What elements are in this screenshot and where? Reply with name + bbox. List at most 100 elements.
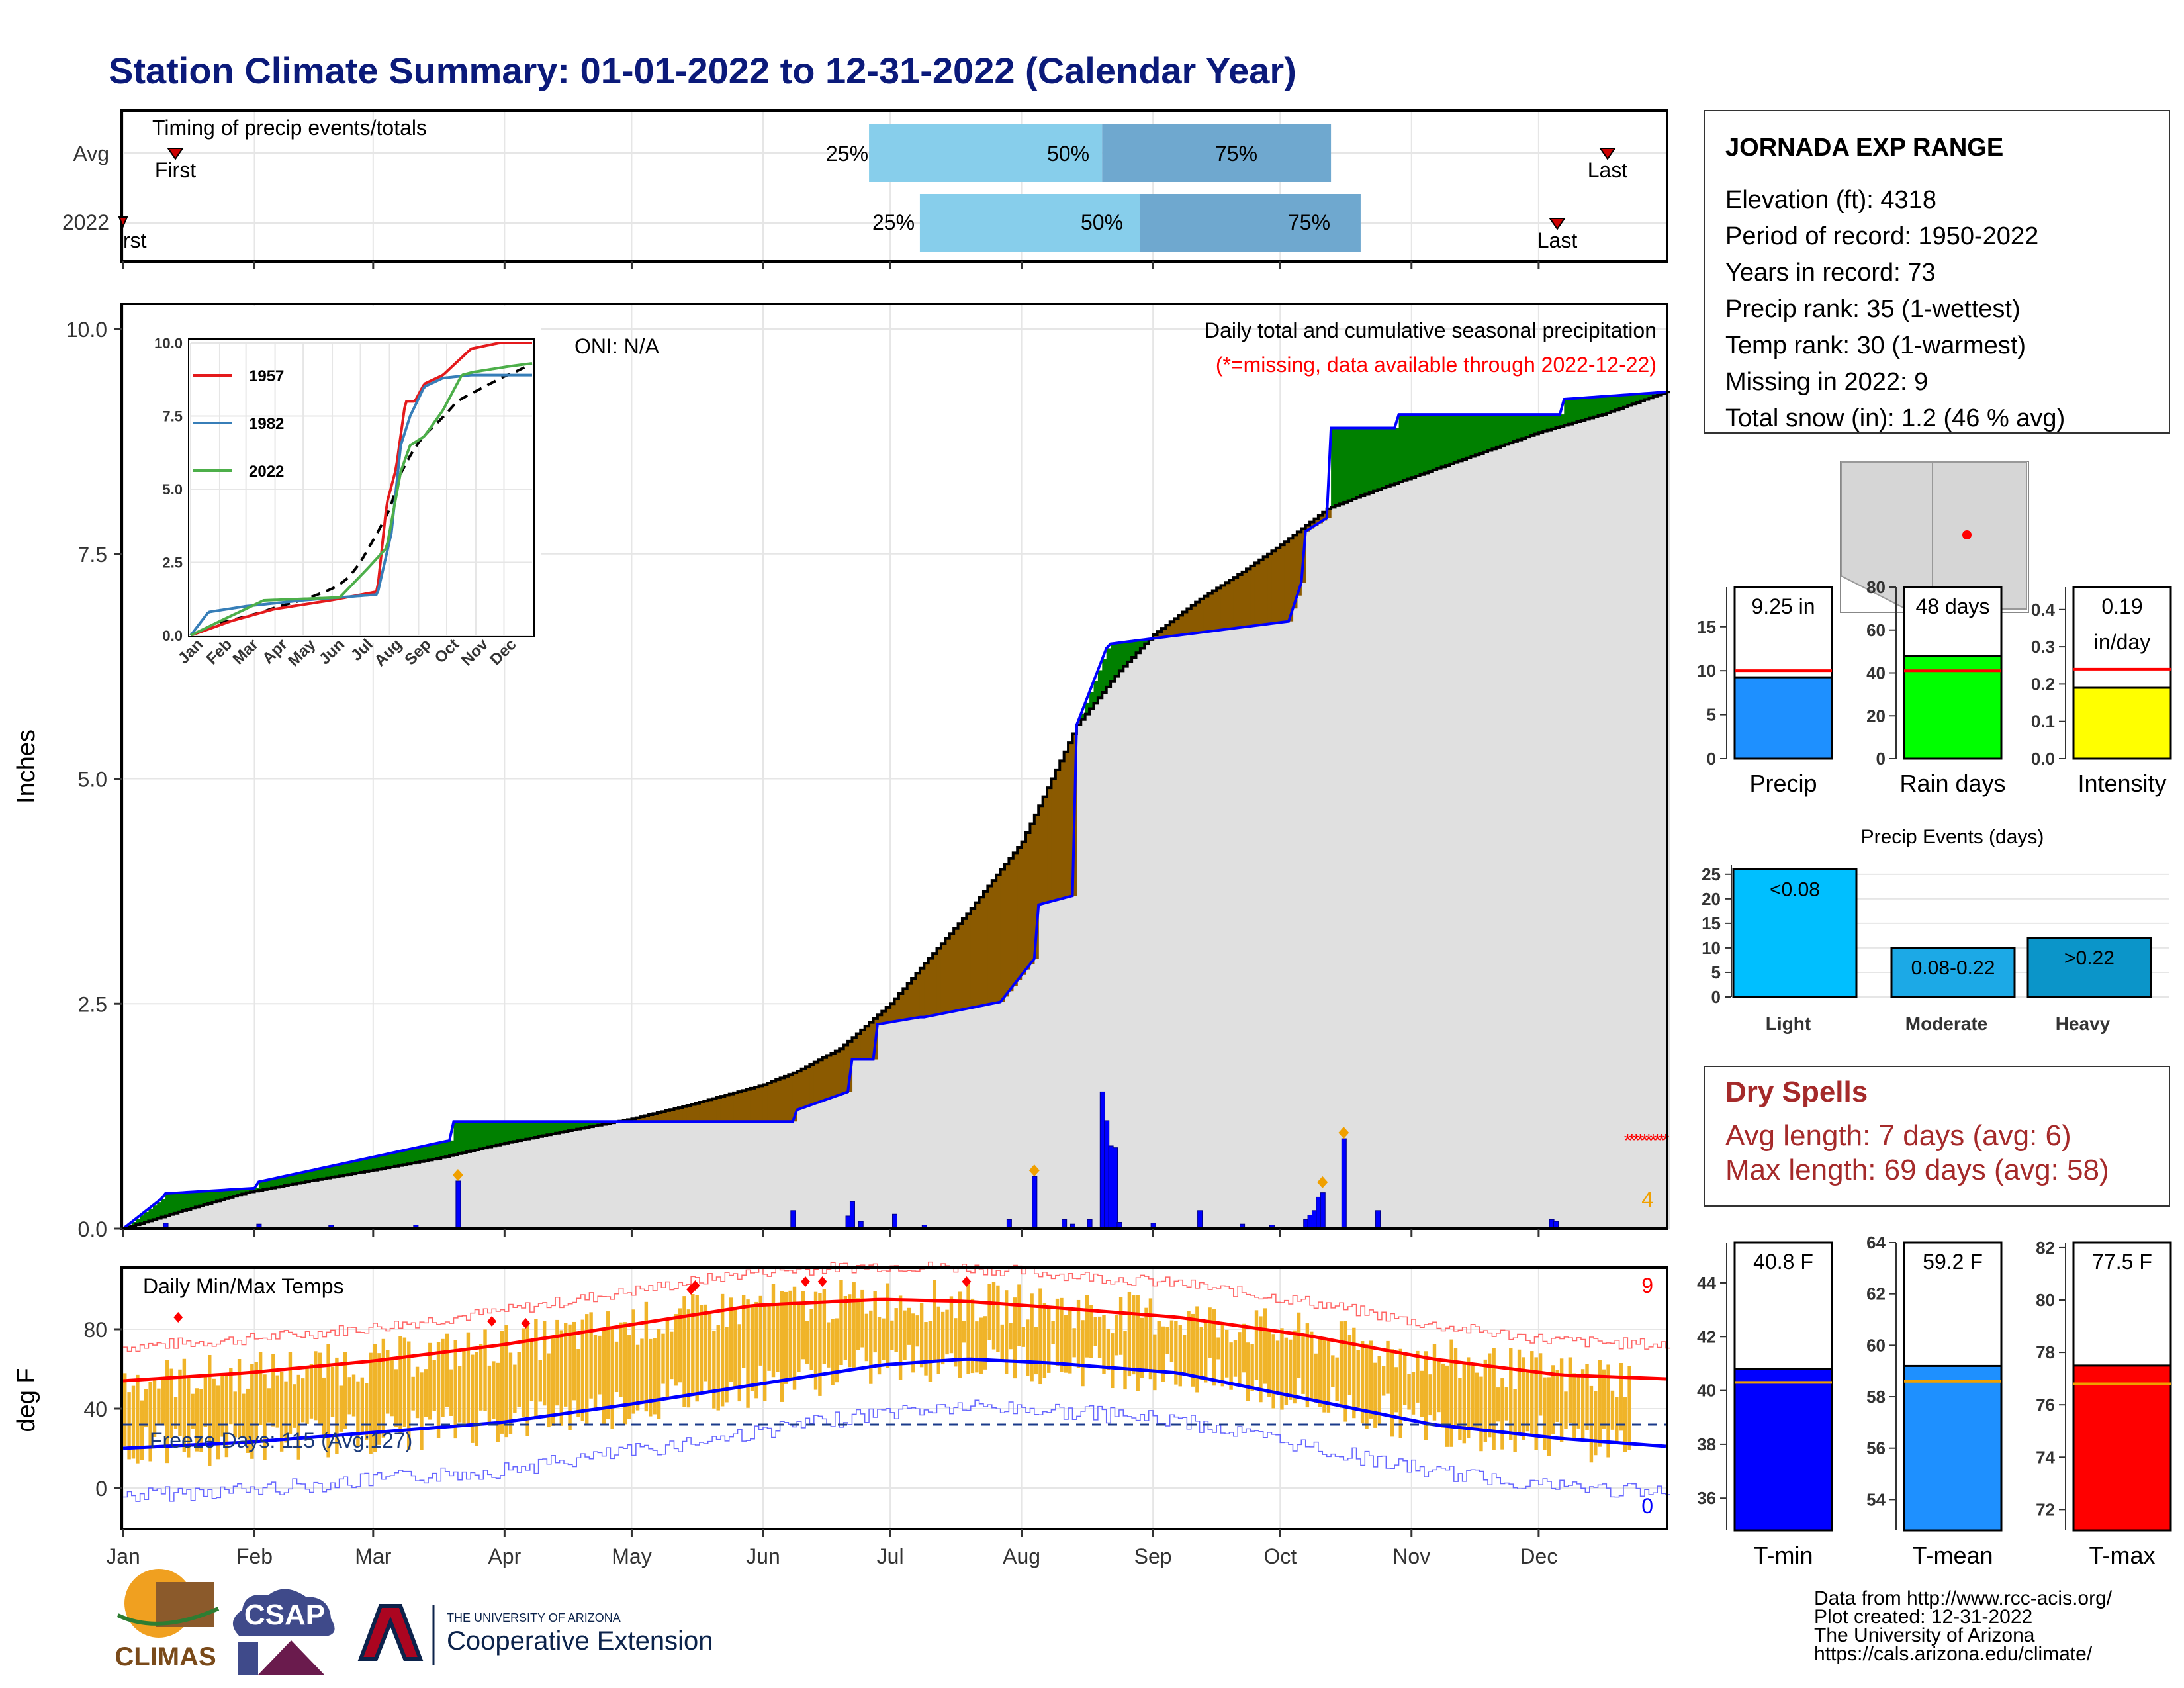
precip-diff-day	[682, 1106, 688, 1122]
daily-temp-bar	[780, 1291, 784, 1402]
tbar-tmean-tick-label: 62	[1866, 1284, 1886, 1304]
precip-diff-day	[827, 1055, 832, 1100]
daily-temp-bar	[152, 1380, 157, 1437]
first-2022-label: rst	[123, 228, 147, 252]
daily-temp-bar	[1301, 1334, 1305, 1394]
daily-temp-bar	[936, 1306, 940, 1374]
precip-diff-day	[1165, 625, 1171, 637]
daily-temp-bar	[1580, 1369, 1585, 1439]
precip-diff-day	[1289, 538, 1294, 622]
precip-diff-day	[1097, 670, 1103, 698]
precip-diff-day	[1352, 428, 1357, 499]
precip-diff-day	[436, 1143, 441, 1158]
precip-diff-day	[300, 1172, 306, 1183]
precip-ytick-label: 5.0	[78, 768, 107, 792]
tbar-tmin-value-text: 40.8 F	[1753, 1250, 1813, 1274]
mini-precip-tick-label: 5	[1707, 705, 1716, 725]
daily-temp-bar	[864, 1313, 869, 1362]
temp-ytick-label: 0	[95, 1477, 107, 1501]
events-bar-label: <0.08	[1770, 878, 1820, 900]
precip-diff-day	[157, 1202, 162, 1219]
daily-temp-bar	[559, 1330, 563, 1426]
precip-diff-day	[402, 1150, 408, 1165]
precip-diff-day	[178, 1192, 183, 1212]
daily-temp-bar	[623, 1322, 627, 1425]
daily-temp-bar	[886, 1283, 890, 1368]
daily-temp-bar	[1530, 1351, 1534, 1435]
precip-diff-day	[1525, 414, 1531, 438]
daily-temp-bar	[996, 1285, 1000, 1352]
month-label-nov: Nov	[1392, 1544, 1430, 1568]
daily-temp-bar	[1187, 1311, 1191, 1375]
precip-diff-day	[534, 1121, 539, 1138]
precip-diff-day	[1360, 428, 1365, 496]
precip-diff-day	[784, 1076, 790, 1122]
precip-diff-day	[1026, 833, 1031, 970]
precip-diff-day	[771, 1081, 776, 1122]
dry-spells-title: Dry Spells	[1725, 1076, 1868, 1108]
daily-temp-bar	[1559, 1358, 1564, 1442]
month-label-may: May	[612, 1544, 651, 1568]
precip-diff-day	[1365, 428, 1370, 494]
daily-temp-bar	[492, 1361, 496, 1419]
precip-diff-day	[754, 1087, 760, 1122]
tbar-tmax-tick-label: 76	[2036, 1395, 2055, 1415]
daily-temp-bar	[1504, 1387, 1509, 1421]
daily-temp-bar	[1136, 1295, 1140, 1391]
precip-diff-day	[542, 1121, 547, 1136]
daily-temp-bar	[1551, 1365, 1555, 1434]
precip-diff-day	[869, 1022, 874, 1060]
precip-diff-day	[839, 1049, 844, 1095]
precip-diff-day	[1479, 414, 1484, 453]
daily-temp-bar	[966, 1281, 970, 1374]
daily-temp-bar	[351, 1374, 356, 1417]
precip-diff-day	[1602, 396, 1607, 415]
daily-temp-bar	[347, 1377, 351, 1415]
daily-temp-bar	[508, 1352, 513, 1434]
precip-diff-day	[445, 1141, 450, 1157]
daily-temp-bar	[1513, 1389, 1517, 1452]
daily-temp-bar	[627, 1335, 631, 1419]
tbar-tmax-value-bar	[2072, 1364, 2172, 1532]
precip-diff-day	[1191, 605, 1196, 634]
precip-diff-day	[1441, 414, 1446, 467]
tbar-tmax-tick-label: 80	[2036, 1290, 2055, 1310]
daily-temp-bar	[318, 1352, 322, 1425]
mini-precip-value-bar	[1733, 676, 1833, 760]
daily-temp-bar	[1445, 1365, 1449, 1447]
daily-temp-bar	[873, 1291, 877, 1353]
mini-intensity-tick-label: 0.4	[2031, 600, 2056, 620]
mini-precip-label: Precip	[1749, 770, 1817, 797]
daily-temp-bar	[296, 1374, 300, 1460]
daily-temp-bar	[805, 1321, 809, 1364]
precip-panel: ********** 0.02.55.07.510.0 Inches Daily…	[13, 303, 1670, 1241]
precip-diff-day	[1127, 641, 1132, 662]
mini-raindays-tick-label: 0	[1876, 749, 1886, 769]
month-label-apr: Apr	[488, 1544, 521, 1568]
daily-temp-bar	[699, 1305, 704, 1391]
timing-bar-avg-upper	[1102, 124, 1332, 182]
daily-temp-bar	[182, 1358, 187, 1452]
daily-temp-bar	[1250, 1344, 1254, 1391]
avg-first-marker	[167, 148, 184, 160]
daily-temp-bar	[496, 1362, 500, 1442]
precip-diff-day	[373, 1156, 378, 1170]
precip-diff-day	[254, 1188, 259, 1192]
mini-intensity-value-text-2: in/day	[2094, 630, 2150, 654]
precip-events-chart: Precip Events (days) 0 5 10 15 20 25 <0.08 Ligh…	[1702, 826, 2169, 1034]
precip-diff-day	[191, 1192, 196, 1209]
precip-diff-day	[954, 928, 959, 1011]
tbar-tmean-tick-label: 58	[1866, 1387, 1886, 1407]
daily-temp-bar	[356, 1381, 360, 1446]
events-tick-label: 15	[1702, 914, 1721, 933]
cumulative-2022-line	[122, 391, 1666, 1230]
precip-diff-day	[1220, 585, 1226, 630]
tbar-tmean-value-bar	[1903, 1364, 2003, 1532]
events-bar-moderate	[1890, 947, 2016, 998]
precip-diff-day	[1471, 414, 1476, 457]
daily-temp-bar	[619, 1322, 623, 1397]
precip-diff-day	[720, 1096, 725, 1122]
missing-day-marker: *	[1628, 1130, 1635, 1150]
precip-diff-day	[538, 1121, 543, 1137]
precip-diff-day	[360, 1159, 365, 1172]
